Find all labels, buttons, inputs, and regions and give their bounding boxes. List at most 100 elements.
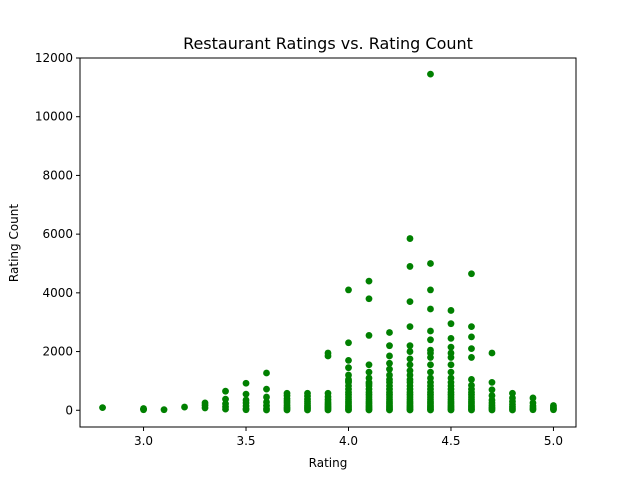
data-point [263,385,270,393]
data-point [529,399,537,407]
data-point [365,380,373,388]
data-point [324,389,332,397]
data-point [509,394,516,402]
data-point [468,345,475,353]
data-point [345,286,352,294]
data-point [447,320,455,328]
data-point [468,270,475,278]
data-point [406,235,414,242]
data-point [406,342,414,350]
data-point [447,307,455,314]
y-tick-label: 4000 [42,286,73,300]
x-axis-label: Rating [309,456,348,470]
x-tick-label: 3.5 [236,434,255,448]
data-point [550,402,557,409]
data-point [99,404,106,412]
data-point [447,361,455,369]
data-point [365,295,373,303]
data-point [345,364,352,372]
y-tick-label: 10000 [35,110,73,124]
data-point [447,374,455,382]
data-point [263,369,270,377]
data-point [345,356,352,364]
y-axis-ticks: 0 2000 4000 6000 8000 10000 12000 [35,51,80,417]
x-tick-label: 4.0 [339,434,358,448]
x-axis-ticks: 3.0 3.5 4.0 4.5 5.0 [134,427,563,448]
data-point [222,395,229,403]
data-point [427,349,434,357]
data-point [386,329,393,336]
data-point [365,332,373,339]
data-point [324,349,332,357]
data-point [468,323,475,330]
data-point [468,381,475,389]
data-point [181,403,188,411]
data-point [201,399,209,407]
data-point [386,359,393,367]
data-point [427,374,434,382]
y-tick-label: 2000 [42,345,73,359]
data-point [427,70,434,78]
data-point [427,305,434,313]
data-point [447,349,455,357]
y-tick-label: 12000 [35,51,73,65]
data-point [304,389,311,397]
y-tick-label: 0 [65,403,73,417]
data-point [386,342,393,350]
data-point [365,361,373,369]
data-point [242,379,250,387]
data-point [406,367,414,375]
data-point [427,361,434,369]
data-point [345,377,352,385]
data-point [345,339,352,347]
data-point [345,371,352,379]
y-tick-label: 6000 [42,227,73,241]
data-point [222,387,229,395]
x-tick-label: 4.5 [441,434,460,448]
data-point [406,263,414,270]
data-point [427,368,434,376]
data-point [406,355,414,363]
data-point [488,392,496,399]
data-point [468,333,475,341]
data-point [406,323,414,330]
data-point [365,368,373,376]
data-point [447,368,455,376]
chart-title: Restaurant Ratings vs. Rating Count [183,34,473,53]
data-point [427,260,434,267]
data-point [468,376,475,383]
data-point [283,389,291,397]
data-point [140,405,147,412]
data-point [468,354,475,361]
data-point [263,398,270,406]
y-axis-label: Rating Count [7,204,21,282]
data-point [160,406,168,414]
data-point [447,334,455,342]
data-point [427,327,434,335]
data-point [406,361,414,369]
data-point [406,298,414,306]
data-point [447,343,455,351]
data-point [222,400,229,408]
data-point [386,371,393,379]
data-point [488,386,496,394]
data-point [365,374,373,382]
data-point [427,336,434,344]
data-point [386,365,393,373]
y-tick-label: 8000 [42,168,73,182]
data-point [365,277,373,285]
data-point [242,390,250,398]
data-point [529,394,537,402]
data-point [488,349,496,357]
data-point [263,393,270,401]
x-tick-label: 5.0 [544,434,563,448]
plot-frame [79,57,577,428]
data-point [509,389,516,397]
data-point [386,352,393,360]
data-points [99,70,557,414]
x-tick-label: 3.0 [134,434,153,448]
data-point [488,378,496,386]
